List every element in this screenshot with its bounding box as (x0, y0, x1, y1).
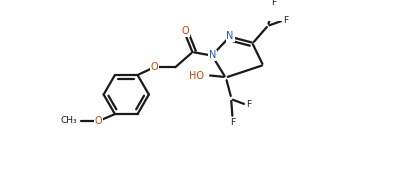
Text: CH₃: CH₃ (61, 117, 77, 125)
Text: O: O (182, 26, 189, 36)
Text: O: O (151, 62, 158, 72)
Text: F: F (246, 100, 252, 109)
Text: HO: HO (189, 71, 204, 81)
Text: N: N (209, 50, 216, 60)
Text: N: N (226, 31, 234, 41)
Text: F: F (271, 0, 277, 7)
Text: F: F (230, 118, 235, 127)
Text: F: F (283, 16, 288, 25)
Text: O: O (95, 116, 102, 126)
